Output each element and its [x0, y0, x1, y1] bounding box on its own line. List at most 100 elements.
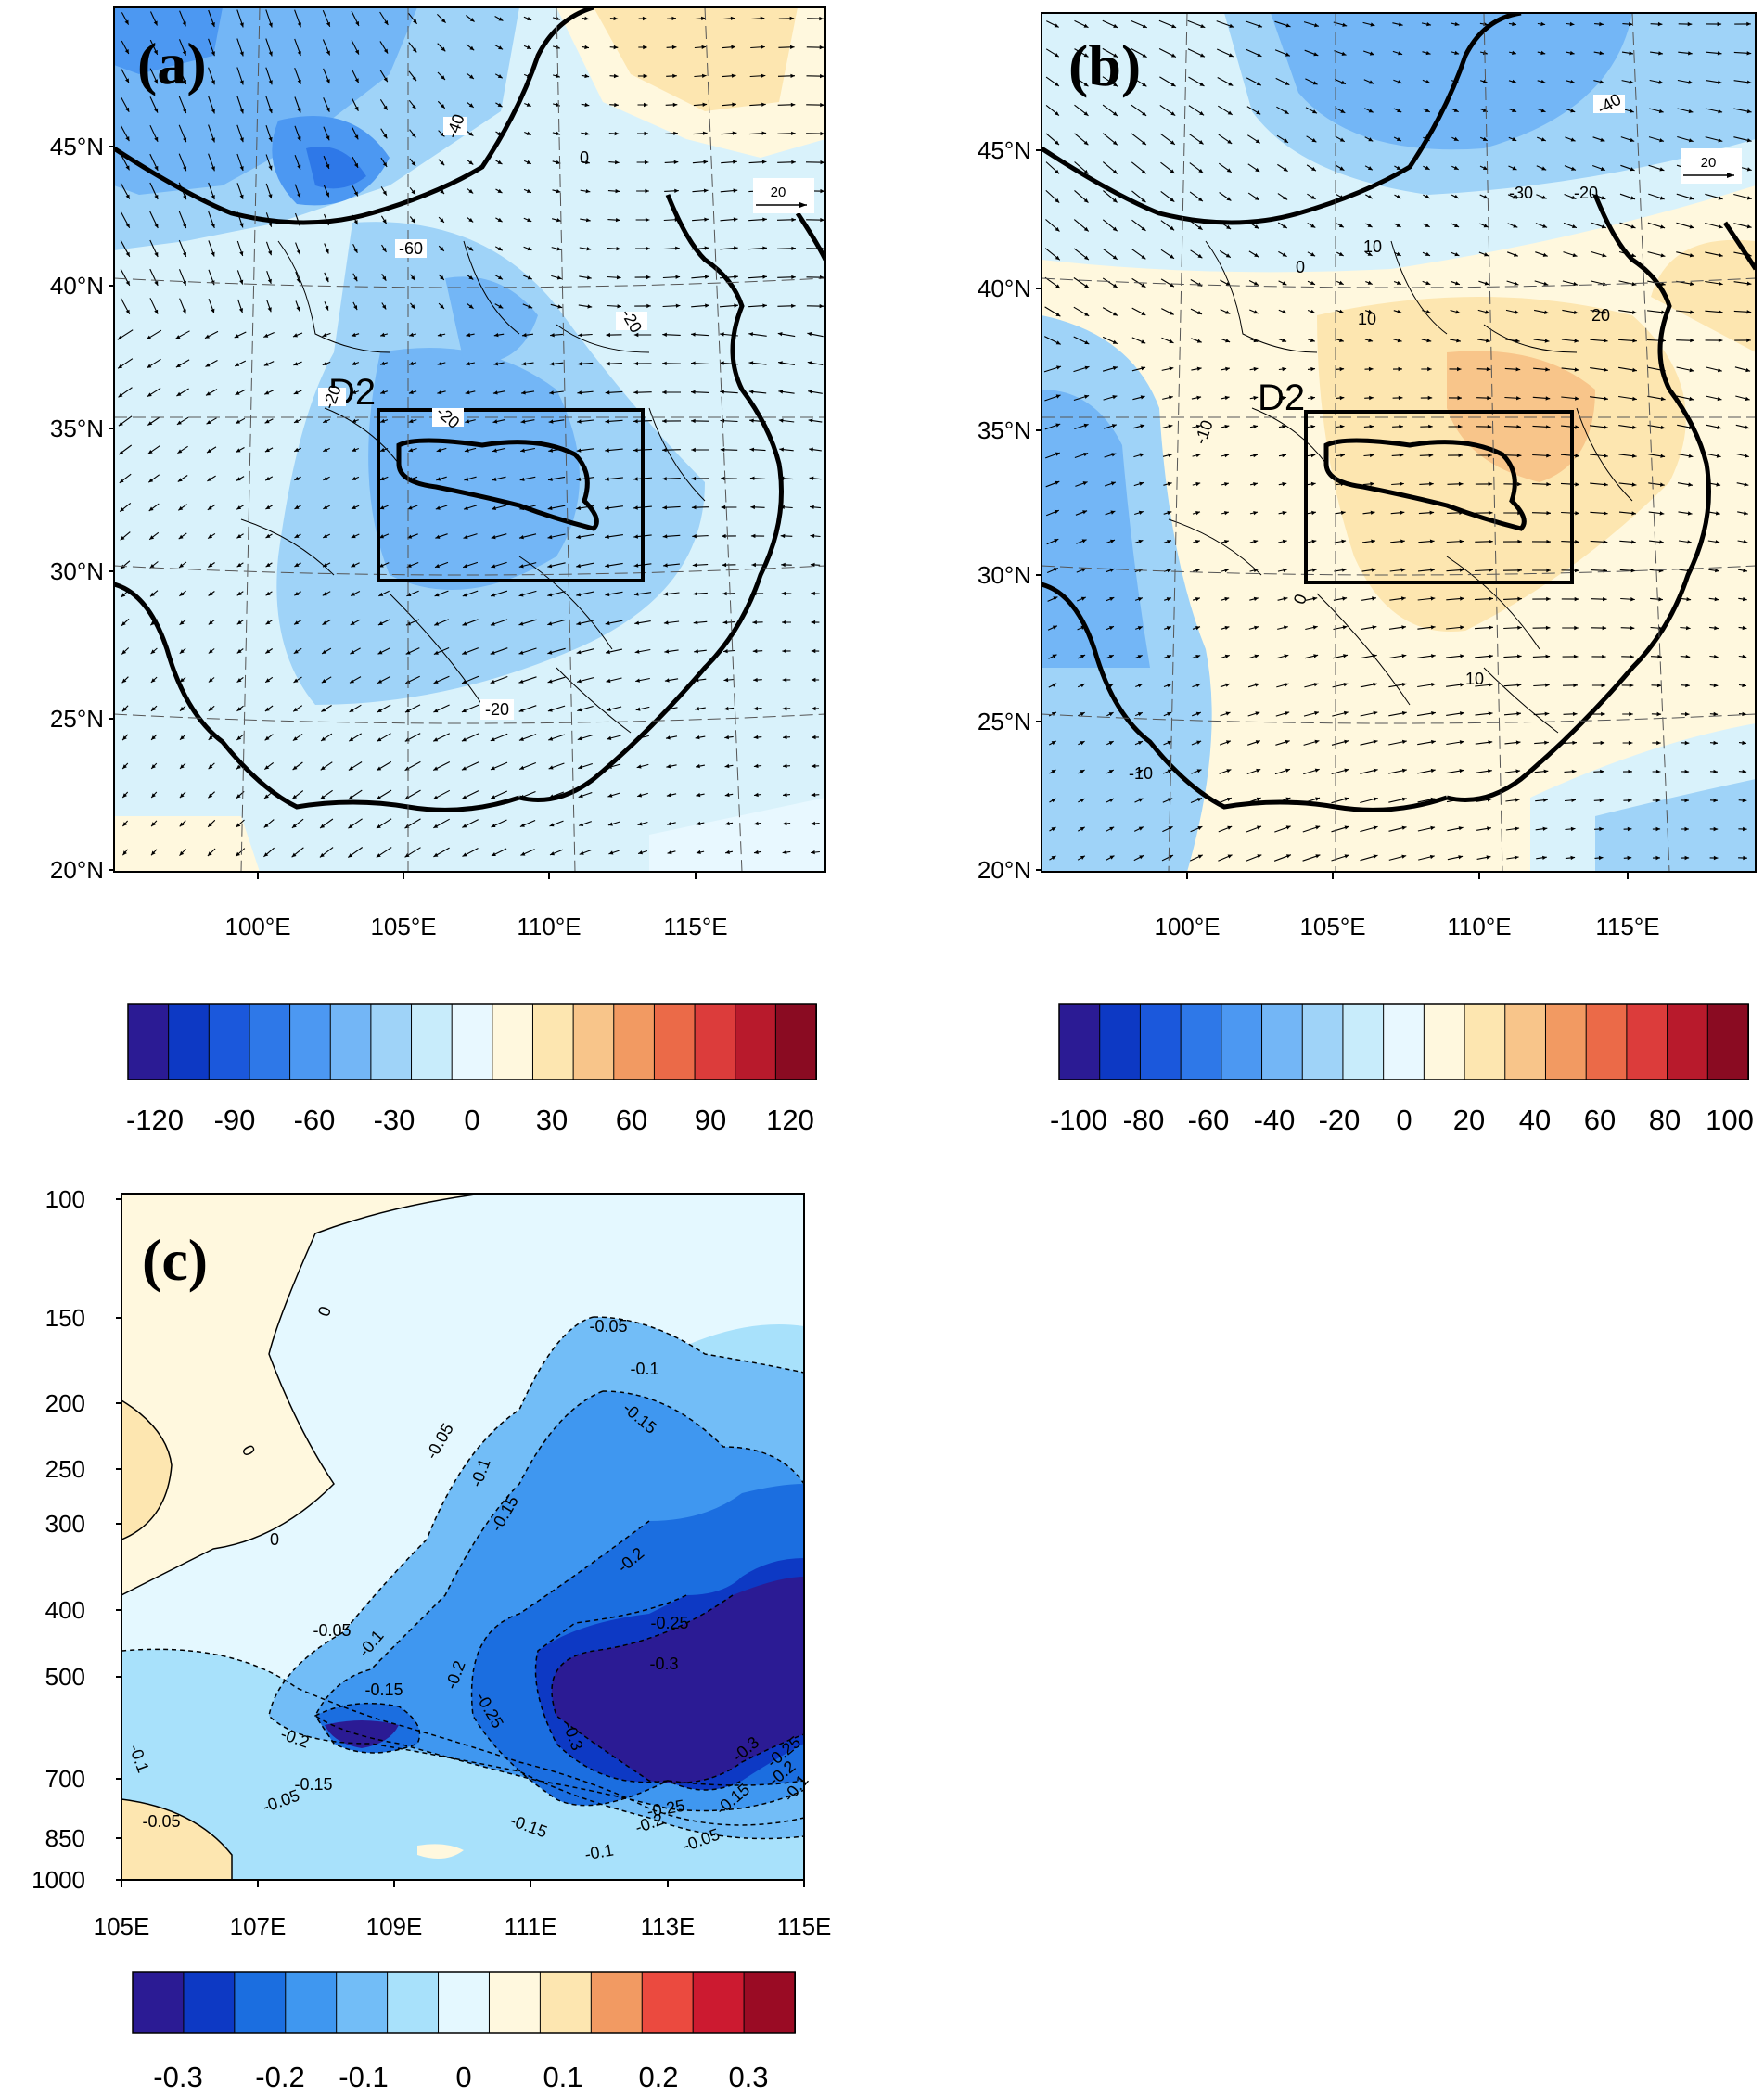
panel-b-colorbar-tick: -60 — [1188, 1104, 1230, 1136]
colorbar-cell — [1099, 1003, 1142, 1080]
panel-c-contour-label: -0.1 — [630, 1360, 658, 1378]
colorbar-cell — [613, 1003, 656, 1080]
panel-a-colorbar-ticks: -120 -90 -60 -30 0 30 60 90 120 — [126, 1104, 814, 1136]
colorbar-cell — [285, 1971, 338, 2034]
panel-b-lat-tick: 25°N — [978, 708, 1031, 735]
colorbar-cell — [208, 1003, 250, 1080]
panel-c-y-tick: 250 — [45, 1455, 85, 1483]
panel-c-contours — [121, 1194, 804, 1880]
panel-c-x-tick: 113E — [641, 1912, 696, 1940]
panel-b-lon-tick: 105°E — [1299, 913, 1365, 940]
panel-c-contour-label: -0.05 — [142, 1812, 180, 1831]
panel-a-colorbar-tick: -90 — [214, 1104, 256, 1136]
colorbar-cell — [1383, 1003, 1425, 1080]
panel-b-colorbar — [1058, 1003, 1750, 1080]
panel-c-contour-label: 0 — [270, 1530, 279, 1549]
panel-c-y-tick: 500 — [45, 1663, 85, 1691]
colorbar-cell — [539, 1971, 593, 2034]
colorbar-cell — [590, 1971, 644, 2034]
colorbar-cell — [1626, 1003, 1668, 1080]
panel-b-colorbar-tick: 40 — [1519, 1104, 1551, 1136]
panel-b-d2-box — [1304, 410, 1574, 584]
colorbar-cell — [743, 1971, 797, 2034]
panel-c-contour-label: -0.15 — [294, 1775, 332, 1794]
colorbar-cell — [336, 1971, 389, 2034]
colorbar-cell — [168, 1003, 211, 1080]
panel-a-lat-tick: 40°N — [50, 272, 104, 300]
panel-c-contour-label: -0.05 — [313, 1621, 351, 1640]
colorbar-cell — [1261, 1003, 1304, 1080]
colorbar-cell — [572, 1003, 615, 1080]
panel-a-colorbar-tick: 0 — [464, 1104, 479, 1136]
colorbar-cell — [127, 1003, 170, 1080]
colorbar-cell — [641, 1971, 695, 2034]
panel-a-contour-label: 0 — [580, 148, 589, 167]
panel-c-colorbar-tick: 0.2 — [638, 2061, 678, 2093]
panel-c-x-tick: 109E — [366, 1912, 423, 1940]
colorbar-cell — [735, 1003, 777, 1080]
colorbar-cell — [1423, 1003, 1466, 1080]
panel-b-colorbar-tick: -100 — [1050, 1104, 1107, 1136]
panel-b-frame — [1041, 12, 1757, 873]
panel-b-lon-tick: 110°E — [1447, 913, 1511, 940]
colorbar-cell — [1342, 1003, 1385, 1080]
panel-c-contour-label: -0.15 — [364, 1681, 403, 1699]
panel-a-lat-tick: 20°N — [50, 856, 104, 884]
colorbar-cell — [1221, 1003, 1263, 1080]
panel-b-colorbar-tick: 0 — [1396, 1104, 1412, 1136]
panel-b-contour-label: 10 — [1363, 237, 1382, 256]
panel-c-y-axis: 100 150 200 250 300 400 500 700 850 1000 — [32, 1185, 121, 1894]
colorbar-cell — [329, 1003, 372, 1080]
colorbar-cell — [411, 1003, 454, 1080]
panel-b-lat-tick: 30°N — [978, 561, 1031, 589]
colorbar-cell — [438, 1971, 491, 2034]
panel-b-contour-label: 10 — [1465, 670, 1484, 688]
panel-a-colorbar-tick: 60 — [616, 1104, 647, 1136]
colorbar-cell — [1058, 1003, 1101, 1080]
panel-c-cross-section-field — [121, 1194, 804, 1880]
panel-a-lon-tick: 100°E — [224, 913, 290, 940]
panel-b-lat-axis: 45°N 40°N 35°N 30°N 25°N 20°N — [978, 136, 1042, 884]
panel-c-x-tick: 105E — [94, 1912, 150, 1940]
panel-c-contour-label: -0.05 — [589, 1317, 627, 1336]
panel-c-colorbar-frame — [132, 1971, 796, 2034]
colorbar-cell — [692, 1971, 746, 2034]
panel-c-colorbar-tick: -0.2 — [255, 2061, 304, 2093]
panel-a-frame — [113, 6, 826, 873]
panel-c-colorbar-tick: -0.1 — [339, 2061, 388, 2093]
colorbar-cell — [1504, 1003, 1547, 1080]
panel-a-colorbar-tick: 30 — [536, 1104, 568, 1136]
panel-b-d2-label: D2 — [1258, 377, 1305, 418]
panel-b-colorbar-tick: -20 — [1319, 1104, 1361, 1136]
colorbar-cell — [1585, 1003, 1628, 1080]
panel-b-lat-tick: 20°N — [978, 856, 1031, 884]
panel-c-y-tick: 150 — [45, 1304, 85, 1332]
panel-a-lon-tick: 105°E — [370, 913, 436, 940]
panel-c-colorbar — [132, 1971, 797, 2034]
panel-c-y-tick: 300 — [45, 1510, 85, 1538]
panel-a-colorbar-frame — [127, 1003, 817, 1080]
panel-a-ref-vector-label: 20 — [771, 185, 786, 200]
colorbar-cell — [132, 1971, 185, 2034]
panel-b-colorbar-tick: -80 — [1123, 1104, 1165, 1136]
colorbar-cell — [249, 1003, 291, 1080]
colorbar-cell — [1139, 1003, 1182, 1080]
panel-b-lat-tick: 40°N — [978, 275, 1031, 302]
panel-b-boundaries — [1042, 13, 1756, 872]
panel-a-d2-box — [377, 408, 645, 582]
panel-a-colorbar-tick: 120 — [766, 1104, 814, 1136]
panel-b-ref-vector-label: 20 — [1701, 155, 1717, 171]
panel-c: (c) 0 0 0 -0.05 -0.1 -0.15 -0.05 -0.1 -0… — [32, 1185, 831, 2093]
panel-b-colorbar-tick: 20 — [1453, 1104, 1485, 1136]
colorbar-cell — [1706, 1003, 1750, 1080]
panel-c-contour-label: -0.25 — [650, 1614, 688, 1632]
panel-c-colorbar-tick: 0.1 — [543, 2061, 582, 2093]
colorbar-cell — [370, 1003, 413, 1080]
panel-b-colorbar-tick: 60 — [1584, 1104, 1616, 1136]
panel-b-colorbar-tick: -40 — [1254, 1104, 1296, 1136]
colorbar-cell — [531, 1003, 575, 1080]
panel-b-contour-label: 0 — [1296, 258, 1305, 276]
panel-c-x-tick: 115E — [777, 1912, 832, 1940]
panel-c-y-tick: 100 — [45, 1185, 85, 1213]
